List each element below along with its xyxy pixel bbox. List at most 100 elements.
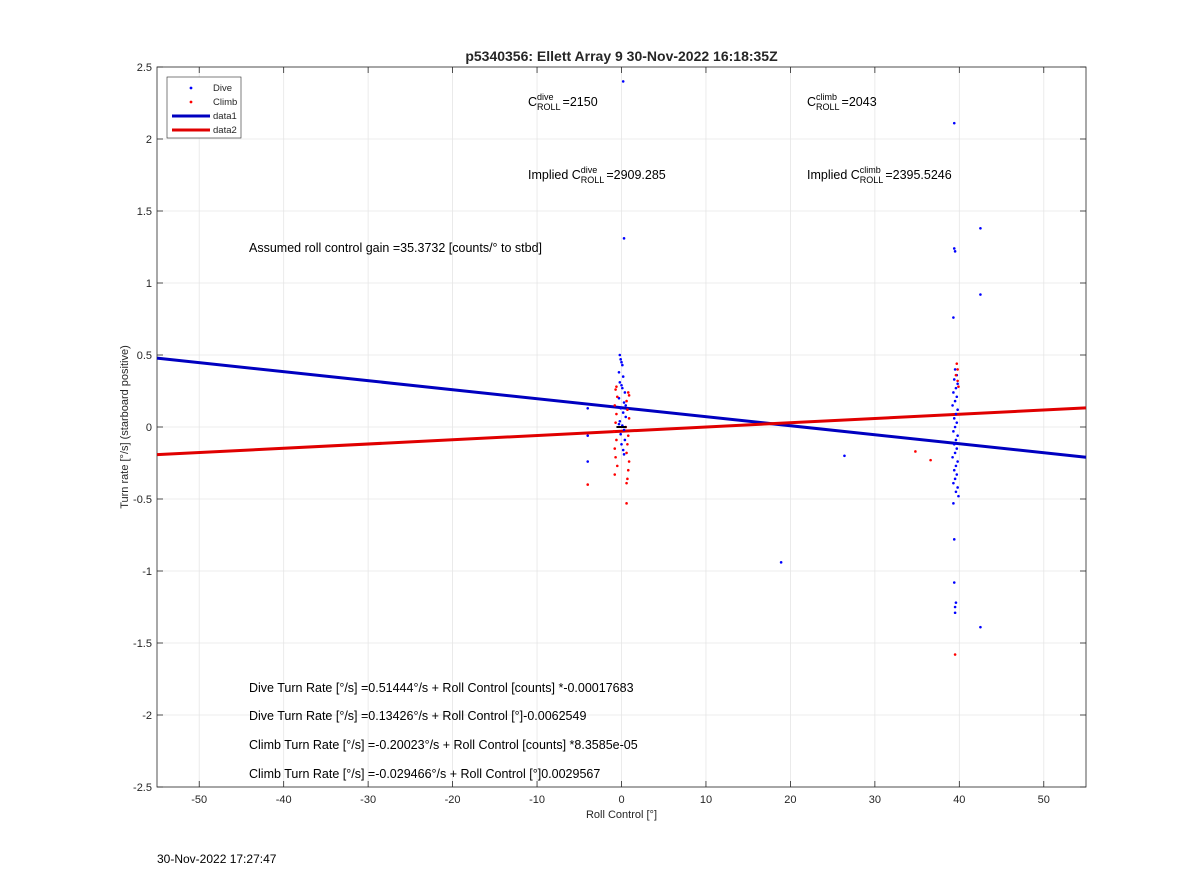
x-tick-label: 50 (1038, 794, 1050, 806)
ticks: -50 -40 -30 -20 -10 0 10 20 30 40 50-2.5-2-1.5-1-0… (133, 62, 1086, 806)
legend-climb-label: Climb (213, 97, 237, 108)
dive-point (843, 454, 846, 458)
legend-dive-label: Dive (213, 83, 232, 94)
dive-point (622, 401, 626, 404)
climb-point (615, 385, 618, 388)
x-tick-label: 40 (953, 794, 965, 806)
legend-box (166, 76, 242, 139)
dive-point (621, 448, 625, 452)
dive-point (955, 395, 959, 399)
climb-point (627, 394, 631, 397)
climb-degrees-equation: Climb Turn Rate [°/s] =-0.029466°/s + Ro… (249, 767, 600, 781)
dive-point (618, 381, 622, 384)
y-tick-label: -2 (142, 710, 152, 722)
dive-point (953, 399, 957, 403)
climb-point (626, 477, 629, 481)
dive-point (952, 442, 956, 446)
y-tick-label: -2.5 (133, 782, 152, 794)
x-tick-label: -10 (529, 794, 545, 806)
climb-point (956, 368, 959, 371)
dive-point (622, 237, 626, 240)
y-tick-label: 2 (146, 134, 152, 146)
dive-point (779, 561, 783, 564)
climb-point (626, 434, 630, 437)
dive-point (624, 415, 628, 419)
dive-point (586, 434, 590, 437)
legend-climb-marker (189, 100, 193, 104)
y-tick-label: 0 (146, 422, 152, 434)
dive-point (586, 406, 590, 410)
y-tick-label: 1.5 (137, 206, 152, 218)
dive-point (621, 375, 625, 378)
legend-data2-label: data2 (213, 125, 237, 136)
dive-point (952, 417, 956, 420)
climb-point (586, 483, 590, 486)
climb-point (614, 388, 617, 391)
dive-point (621, 386, 624, 390)
dive-point (618, 353, 622, 357)
dive-point (617, 370, 621, 374)
dive-point (954, 490, 958, 494)
dive-point (954, 601, 958, 604)
dive-point (952, 247, 956, 250)
legend-data1-label: data1 (213, 111, 237, 122)
climb-point (625, 399, 628, 403)
dive-point (952, 581, 956, 584)
climb-point (615, 412, 618, 416)
dive-point (952, 378, 956, 381)
x-tick-label: -40 (276, 794, 292, 806)
dive-point (979, 625, 982, 629)
dive-point (619, 358, 622, 361)
dive-point (952, 538, 956, 541)
dive-point (952, 316, 955, 319)
y-tick-label: 1 (146, 278, 152, 290)
climb-point (626, 442, 629, 446)
dive-point (955, 447, 959, 450)
dive-point (622, 453, 626, 456)
climb-point (625, 451, 628, 455)
dive-point (956, 460, 959, 463)
x-tick-label: 20 (784, 794, 796, 806)
y-tick-label: 2.5 (137, 62, 152, 74)
climb-point (627, 417, 631, 420)
x-tick-label: 30 (869, 794, 881, 806)
dive-point (951, 404, 954, 407)
dive-point (954, 464, 958, 468)
dive-point (619, 406, 622, 410)
climb-point (957, 385, 960, 388)
dive-point (586, 460, 590, 463)
climb-point (956, 379, 959, 383)
x-tick-label: -20 (445, 794, 461, 806)
dive-point (953, 605, 957, 609)
climb-point (615, 395, 619, 399)
dive-point (954, 438, 958, 442)
dive-point (954, 386, 958, 390)
climb-point (626, 391, 630, 394)
dive-point (617, 422, 621, 426)
c-roll-dive-annotation: Cdive ROLL =2150 (528, 92, 598, 112)
climb-point (613, 473, 617, 476)
plot-area (156, 80, 1087, 656)
dive-point (955, 421, 959, 424)
climb-point (625, 502, 628, 505)
dive-point (623, 391, 627, 394)
dive-point (622, 428, 626, 432)
climb-point (625, 481, 628, 485)
dive-point (954, 412, 958, 416)
dive-point (953, 477, 957, 481)
y-tick-label: -1 (142, 566, 152, 578)
climb-point (627, 460, 631, 463)
dive-point (619, 432, 622, 436)
dive-point (620, 442, 623, 446)
dive-point (952, 430, 955, 433)
dive-point (952, 502, 955, 505)
y-tick-label: -1.5 (133, 638, 152, 650)
c-roll-climb-annotation: Cclimb ROLL =2043 (807, 92, 877, 112)
climb-point (615, 438, 618, 442)
legend: Dive Climb data1 data2 (166, 76, 242, 139)
dive-point (624, 404, 628, 407)
y-tick-label: -0.5 (133, 494, 152, 506)
x-tick-label: 0 (618, 794, 624, 806)
dive-point (952, 468, 956, 472)
dive-point (953, 250, 957, 253)
